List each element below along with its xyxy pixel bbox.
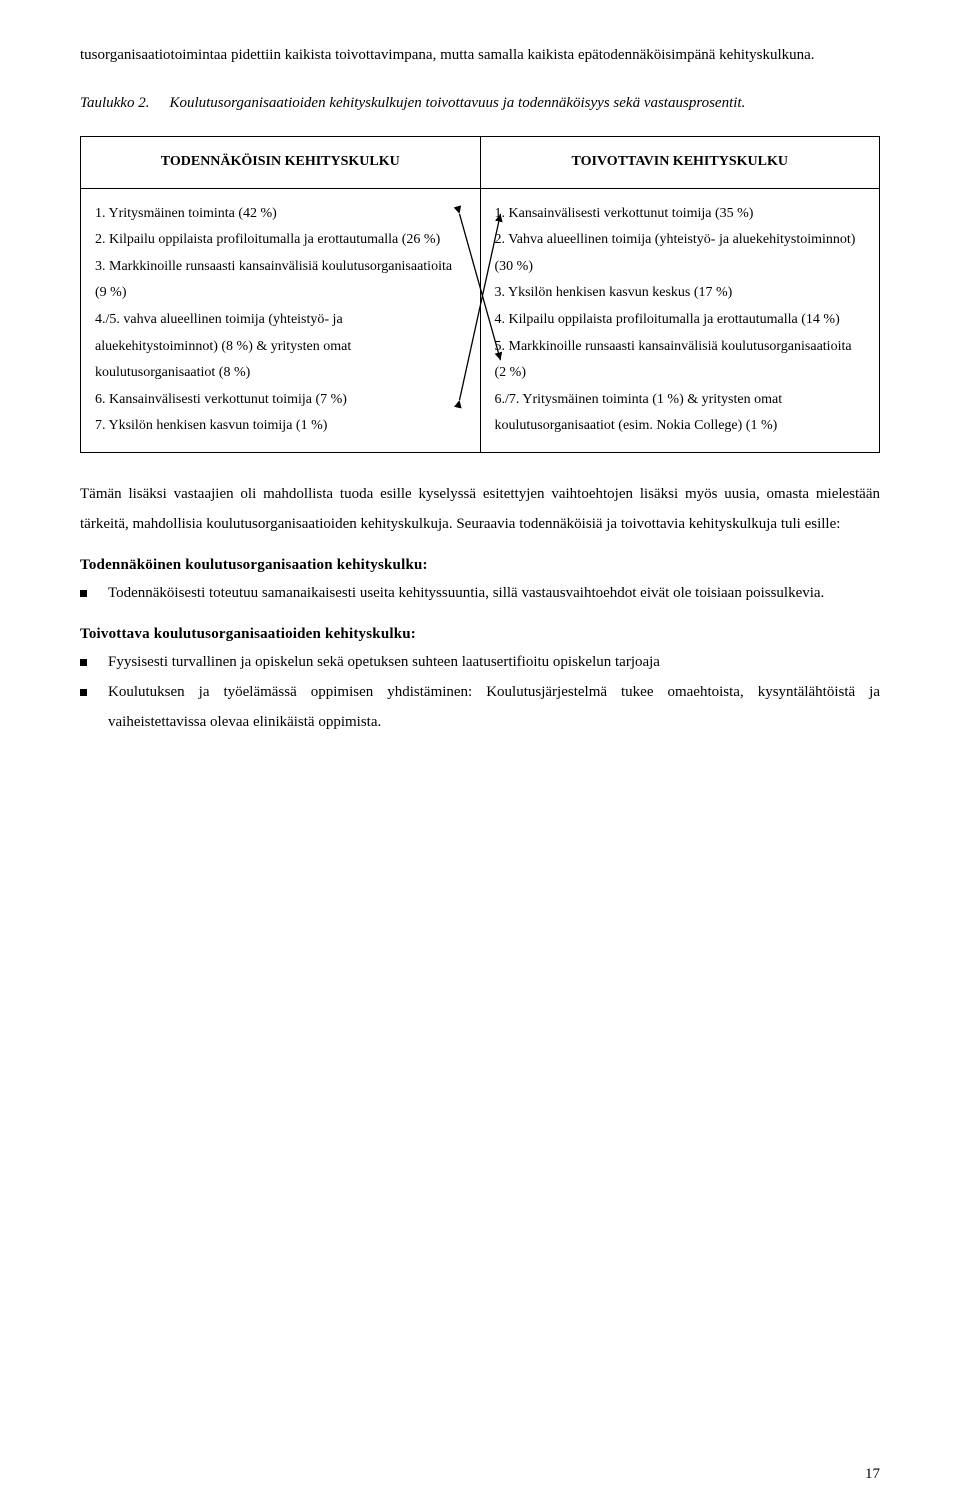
table-caption: Taulukko 2. Koulutusorganisaatioiden keh… bbox=[80, 88, 880, 118]
list-item: 1. Yritysmäinen toiminta (42 %) bbox=[95, 201, 466, 228]
document-page: tusorganisaatiotoimintaa pidettiin kaiki… bbox=[0, 0, 960, 1503]
list-item: 1. Kansainvälisesti verkottunut toimija … bbox=[495, 201, 866, 228]
table-header-left: TODENNÄKÖISIN KEHITYSKULKU bbox=[81, 137, 481, 189]
list-item: Fyysisesti turvallinen ja opiskelun sekä… bbox=[80, 647, 880, 677]
list-item: 6. Kansainvälisesti verkottunut toimija … bbox=[95, 387, 466, 414]
list-item: 3. Yksilön henkisen kasvun keskus (17 %) bbox=[495, 280, 866, 307]
caption-label: Taulukko 2. bbox=[80, 88, 169, 118]
section2-heading: Toivottava koulutusorganisaatioiden kehi… bbox=[80, 626, 880, 643]
table-header-right: TOIVOTTAVIN KEHITYSKULKU bbox=[480, 137, 880, 189]
comparison-table: TODENNÄKÖISIN KEHITYSKULKU TOIVOTTAVIN K… bbox=[80, 136, 880, 453]
caption-text: Koulutusorganisaatioiden kehityskulkujen… bbox=[169, 88, 745, 118]
list-item: Koulutuksen ja työelämässä oppimisen yhd… bbox=[80, 677, 880, 737]
list-item: 4. Kilpailu oppilaista profiloitumalla j… bbox=[495, 307, 866, 334]
list-item: Todennäköisesti toteutuu samanaikaisesti… bbox=[80, 578, 880, 608]
section1-bullets: Todennäköisesti toteutuu samanaikaisesti… bbox=[80, 578, 880, 608]
table-wrapper: TODENNÄKÖISIN KEHITYSKULKU TOIVOTTAVIN K… bbox=[80, 136, 880, 453]
list-item: 6./7. Yritysmäinen toiminta (1 %) & yrit… bbox=[495, 387, 866, 440]
table-cell-right: 1. Kansainvälisesti verkottunut toimija … bbox=[480, 188, 880, 452]
list-item: 7. Yksilön henkisen kasvun toimija (1 %) bbox=[95, 413, 466, 440]
intro-paragraph: tusorganisaatiotoimintaa pidettiin kaiki… bbox=[80, 40, 880, 70]
table-cell-left: 1. Yritysmäinen toiminta (42 %) 2. Kilpa… bbox=[81, 188, 481, 452]
list-item: 3. Markkinoille runsaasti kansainvälisiä… bbox=[95, 254, 466, 307]
section2-bullets: Fyysisesti turvallinen ja opiskelun sekä… bbox=[80, 647, 880, 737]
post-table-paragraph: Tämän lisäksi vastaajien oli mahdollista… bbox=[80, 479, 880, 539]
list-item: 2. Vahva alueellinen toimija (yhteistyö-… bbox=[495, 227, 866, 280]
section1-heading: Todennäköinen koulutusorganisaation kehi… bbox=[80, 557, 880, 574]
list-item: 4./5. vahva alueellinen toimija (yhteist… bbox=[95, 307, 466, 387]
list-item: 2. Kilpailu oppilaista profiloitumalla j… bbox=[95, 227, 466, 254]
list-item: 5. Markkinoille runsaasti kansainvälisiä… bbox=[495, 334, 866, 387]
page-number: 17 bbox=[865, 1466, 880, 1483]
